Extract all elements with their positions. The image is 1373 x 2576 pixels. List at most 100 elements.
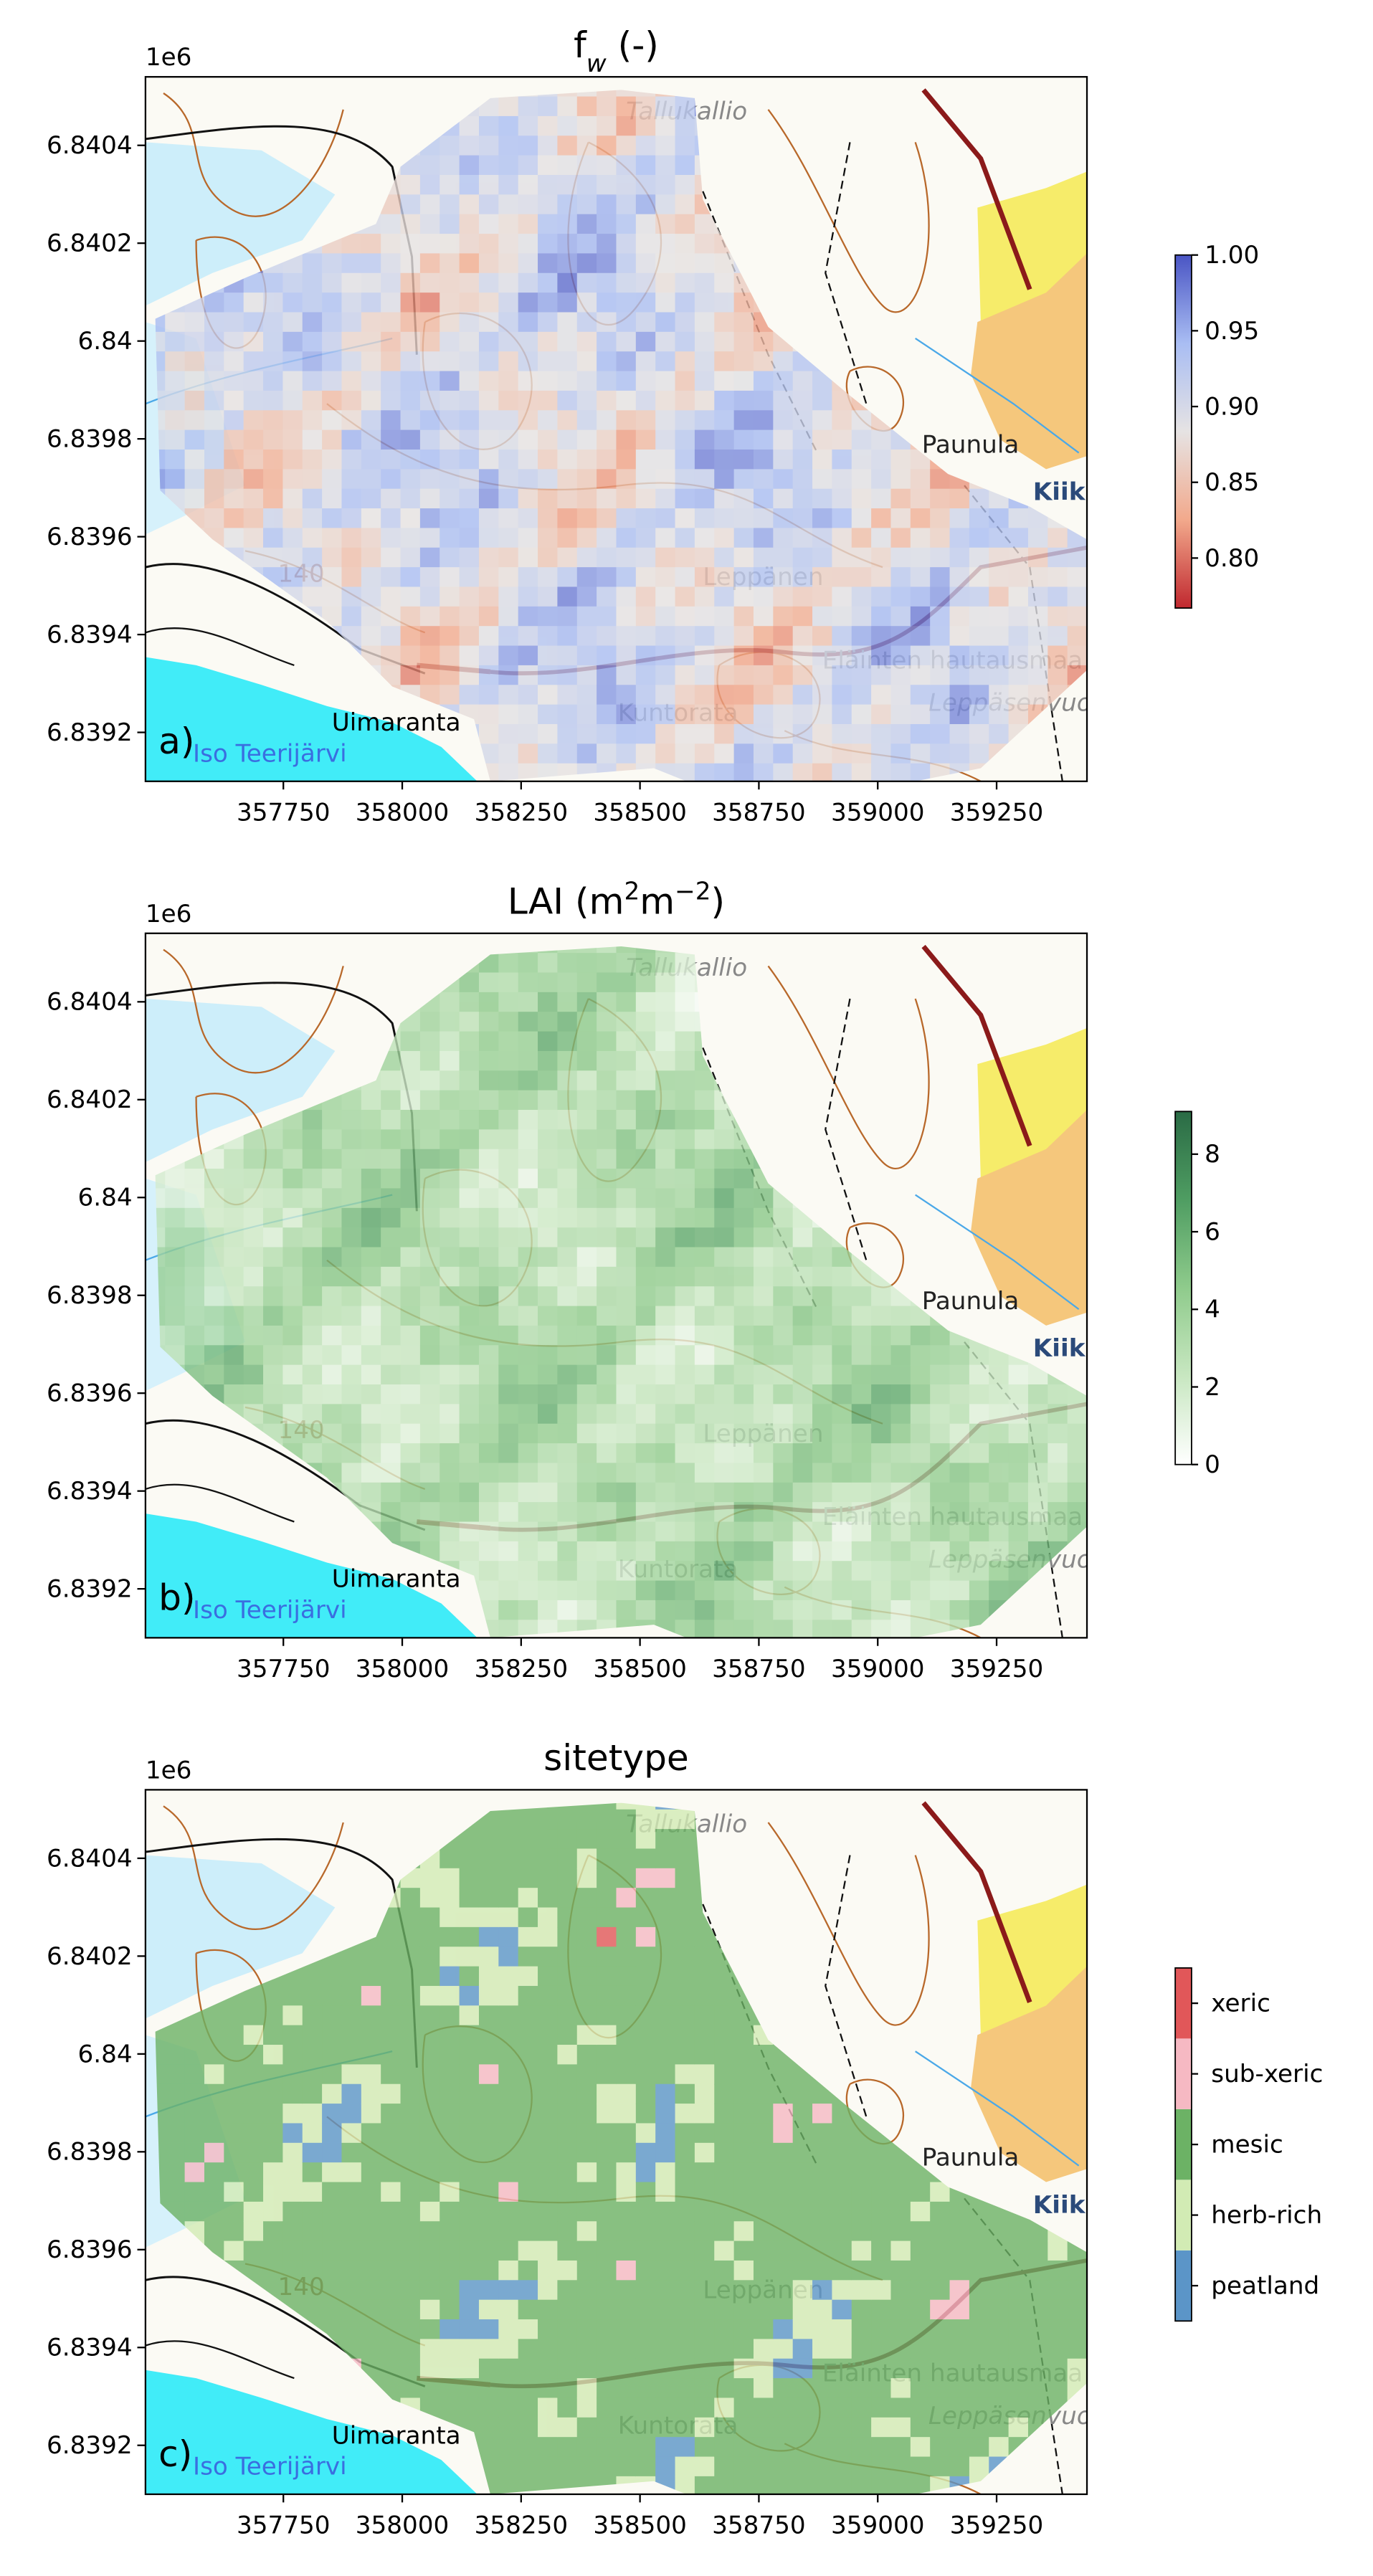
raster-cell — [871, 645, 892, 666]
raster-cell — [498, 2397, 519, 2418]
raster-cell — [597, 2201, 617, 2222]
raster-cell — [694, 2319, 715, 2340]
raster-cell — [675, 2358, 695, 2379]
raster-cell — [773, 1384, 794, 1405]
raster-cell — [557, 272, 578, 293]
raster-cell — [184, 449, 205, 470]
raster-cell — [498, 194, 519, 215]
raster-cell — [419, 547, 440, 568]
y-tick-label: 6.8392 — [47, 718, 133, 747]
raster-cell — [498, 2476, 519, 2494]
raster-cell — [243, 331, 264, 352]
raster-cell — [714, 1129, 735, 1150]
raster-cell — [419, 2005, 440, 2026]
raster-cell — [459, 1384, 480, 1405]
raster-cell — [753, 1286, 774, 1307]
raster-cell — [263, 1227, 284, 1248]
raster-cell — [675, 351, 695, 372]
map-contour — [767, 1822, 930, 2026]
raster-cell — [675, 2260, 695, 2281]
raster-cell — [557, 1364, 578, 1385]
raster-cell — [694, 2142, 715, 2163]
raster-cell — [655, 1580, 676, 1601]
raster-cell — [204, 2025, 225, 2045]
raster-cell — [635, 1502, 656, 1523]
raster-cell — [361, 2005, 381, 2026]
raster-cell — [675, 234, 695, 255]
raster-cell — [361, 449, 381, 470]
raster-cell — [440, 351, 460, 372]
raster-cell — [655, 2417, 676, 2438]
raster-cell — [655, 2104, 676, 2124]
raster-cell — [1047, 528, 1068, 548]
raster-cell — [341, 508, 362, 529]
raster-cell — [459, 371, 480, 391]
raster-cell — [733, 704, 754, 725]
raster-cell — [557, 155, 578, 176]
raster-cell — [576, 351, 597, 372]
raster-cell — [714, 272, 735, 293]
raster-cell — [361, 1247, 381, 1268]
raster-cell — [616, 90, 637, 98]
raster-cell — [616, 2358, 637, 2379]
raster-cell — [361, 1090, 381, 1111]
raster-cell — [538, 1404, 559, 1425]
raster-cell — [930, 1521, 951, 1542]
raster-cell — [243, 488, 264, 509]
raster-cell — [302, 351, 323, 372]
raster-cell — [635, 743, 656, 764]
raster-cell — [576, 2182, 597, 2202]
raster-cell — [890, 1620, 911, 1638]
raster-cell — [322, 469, 343, 490]
raster-cell — [361, 272, 381, 293]
raster-cell — [478, 1266, 500, 1287]
raster-cell — [518, 1090, 538, 1111]
raster-cell — [419, 2142, 440, 2163]
raster-cell — [792, 2476, 813, 2494]
raster-cell — [851, 2201, 872, 2222]
raster-cell — [753, 1541, 774, 1562]
raster-cell — [635, 1802, 656, 1810]
raster-cell — [302, 1247, 323, 1268]
raster-cell — [714, 1345, 735, 1366]
raster-cell — [576, 1482, 597, 1503]
raster-cell — [224, 528, 244, 548]
raster-cell — [597, 567, 617, 588]
raster-cell — [1008, 1443, 1029, 1464]
raster-cell — [675, 371, 695, 391]
raster-cell — [538, 2397, 559, 2418]
raster-cell — [498, 2280, 519, 2301]
raster-cell — [341, 1404, 362, 1425]
raster-cell — [714, 2397, 735, 2418]
raster-cell — [518, 508, 538, 529]
raster-cell — [597, 1443, 617, 1464]
raster-cell — [518, 1463, 538, 1483]
raster-cell — [694, 469, 715, 490]
raster-cell — [282, 390, 303, 411]
raster-cell — [792, 2397, 813, 2418]
raster-cell — [733, 2378, 754, 2399]
raster-cell — [714, 1227, 735, 1248]
raster-cell — [812, 1521, 833, 1542]
raster-cell — [282, 429, 303, 450]
raster-cell — [341, 272, 362, 293]
raster-cell — [282, 2260, 303, 2281]
raster-cell — [812, 2456, 833, 2477]
raster-cell — [1067, 606, 1088, 627]
raster-cell — [773, 1404, 794, 1425]
raster-cell — [302, 1169, 323, 1189]
raster-cell — [184, 331, 205, 352]
raster-cell — [302, 449, 323, 470]
raster-cell — [616, 2064, 637, 2085]
raster-cell — [1067, 1443, 1088, 1464]
raster-cell — [890, 1482, 911, 1503]
raster-cell — [263, 2083, 284, 2104]
raster-cell — [518, 2064, 538, 2085]
raster-cell — [361, 2280, 381, 2301]
raster-cell — [576, 90, 597, 98]
raster-cell — [694, 488, 715, 509]
raster-cell — [224, 1364, 244, 1385]
raster-cell — [616, 953, 637, 974]
raster-cell — [361, 2162, 381, 2183]
raster-cell — [694, 410, 715, 431]
